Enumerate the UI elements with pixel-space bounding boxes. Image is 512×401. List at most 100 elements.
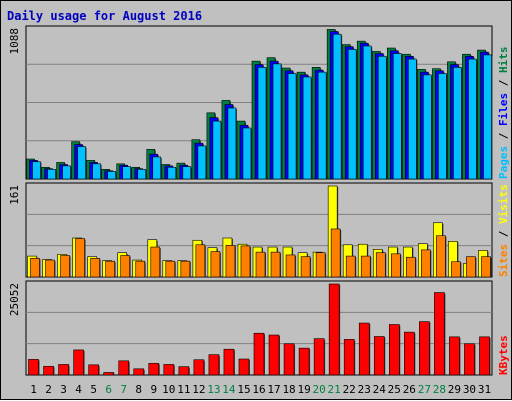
bar-kbytes-day-1 [28,359,39,376]
x-tick-label-13: 13 [207,383,220,396]
x-tick-label-11: 11 [177,383,190,396]
x-tick-label-7: 7 [120,383,127,396]
legend-item: / [497,132,510,146]
bar-pages-day-18 [287,73,297,180]
legend-item: KBytes [497,335,510,375]
bar-sites-day-26 [406,256,416,278]
bar-sites-day-2 [45,259,55,278]
bar-kbytes-day-12 [193,359,205,376]
legend-item: Pages [497,146,510,179]
bar-pages-day-11 [182,166,192,180]
legend-item: Visits [497,184,510,230]
bar-pages-day-15 [242,127,252,180]
bar-pages-day-31 [483,54,492,180]
bar-kbytes-day-20 [313,338,325,376]
bar-pages-day-26 [408,58,417,180]
bar-pages-day-13 [212,120,222,180]
bar-kbytes-day-9 [148,363,160,376]
panel-hits-files-pages: 1088 Pages / Files / Hits [8,25,510,180]
y-max-label: 25052 [8,283,21,316]
bar-sites-day-11 [180,260,191,278]
x-tick-label-31: 31 [478,383,491,396]
x-tick-label-14: 14 [222,383,236,396]
panel-legend: KBytes [497,335,510,375]
bar-kbytes-day-13 [208,354,220,376]
x-tick-label-28: 28 [433,383,446,396]
bar-sites-day-1 [30,258,40,278]
bar-sites-day-6 [105,260,115,278]
bar-pages-day-21 [332,33,342,180]
x-tick-label-26: 26 [403,383,416,396]
bar-pages-day-9 [152,156,162,180]
bar-kbytes-day-2 [43,365,54,376]
bar-pages-day-25 [392,53,402,180]
bar-sites-day-10 [165,260,176,278]
bar-kbytes-day-30 [464,343,475,376]
panel-visits-sites: 161 Sites / Visits [8,182,510,278]
bar-kbytes-day-24 [373,336,385,376]
bar-sites-day-14 [225,245,236,278]
bar-pages-day-7 [122,166,132,180]
bar-pages-day-6 [107,171,116,180]
x-tick-label-16: 16 [252,383,265,396]
bar-pages-day-22 [347,49,357,180]
bar-kbytes-day-31 [479,336,490,376]
bar-sites-day-31 [481,256,491,278]
bar-sites-day-19 [300,256,311,278]
x-tick-label-20: 20 [313,383,326,396]
x-tick-label-8: 8 [135,383,142,396]
x-tick-label-30: 30 [463,383,476,396]
bar-pages-day-28 [438,73,447,180]
bar-sites-day-5 [90,258,100,278]
bar-pages-day-14 [227,107,237,180]
bar-pages-day-2 [47,169,56,180]
panel-legend: Sites / Visits [497,184,510,277]
bar-sites-day-18 [285,254,296,278]
bar-sites-day-20 [315,252,326,278]
bar-pages-day-27 [423,74,432,180]
bar-sites-day-23 [360,255,371,278]
bar-kbytes-day-27 [419,321,430,376]
bar-pages-day-29 [453,67,462,180]
bar-sites-day-4 [75,238,85,278]
y-max-label: 161 [8,185,21,205]
bar-pages-day-19 [302,76,312,180]
x-tick-label-15: 15 [237,383,250,396]
bar-pages-day-1 [32,161,41,180]
bar-pages-day-17 [272,63,282,180]
bar-sites-day-9 [150,246,161,278]
x-tick-label-6: 6 [105,383,112,396]
bar-kbytes-day-23 [358,322,370,376]
bar-pages-day-16 [257,67,267,180]
x-tick-label-23: 23 [358,383,371,396]
bar-kbytes-day-10 [163,364,175,376]
bar-kbytes-day-28 [434,292,445,376]
bar-sites-day-22 [345,255,356,278]
bar-pages-day-30 [468,58,477,180]
bar-sites-day-8 [135,260,146,278]
x-tick-label-22: 22 [343,383,356,396]
legend-item: Hits [497,47,510,80]
x-tick-label-17: 17 [267,383,280,396]
bar-kbytes-day-26 [404,331,415,376]
x-tick-label-19: 19 [297,383,310,396]
x-tick-label-12: 12 [192,383,205,396]
bar-sites-day-29 [451,261,461,278]
bar-sites-day-17 [270,251,281,278]
bar-pages-day-5 [92,163,101,180]
bar-kbytes-day-22 [343,339,355,376]
x-tick-label-24: 24 [373,383,387,396]
bar-kbytes-day-17 [268,334,280,376]
legend-item: / [497,79,510,93]
bar-sites-day-25 [390,253,401,278]
chart-title: Daily usage for August 2016 [7,9,202,23]
bar-kbytes-day-25 [388,324,400,376]
bar-sites-day-15 [240,245,251,278]
bar-kbytes-day-11 [178,366,190,376]
bar-pages-day-8 [137,169,147,180]
bar-pages-day-24 [377,55,387,180]
x-tick-label-2: 2 [45,383,52,396]
bar-kbytes-day-3 [58,364,69,376]
bar-kbytes-day-8 [133,368,145,376]
bar-kbytes-day-16 [253,332,265,376]
